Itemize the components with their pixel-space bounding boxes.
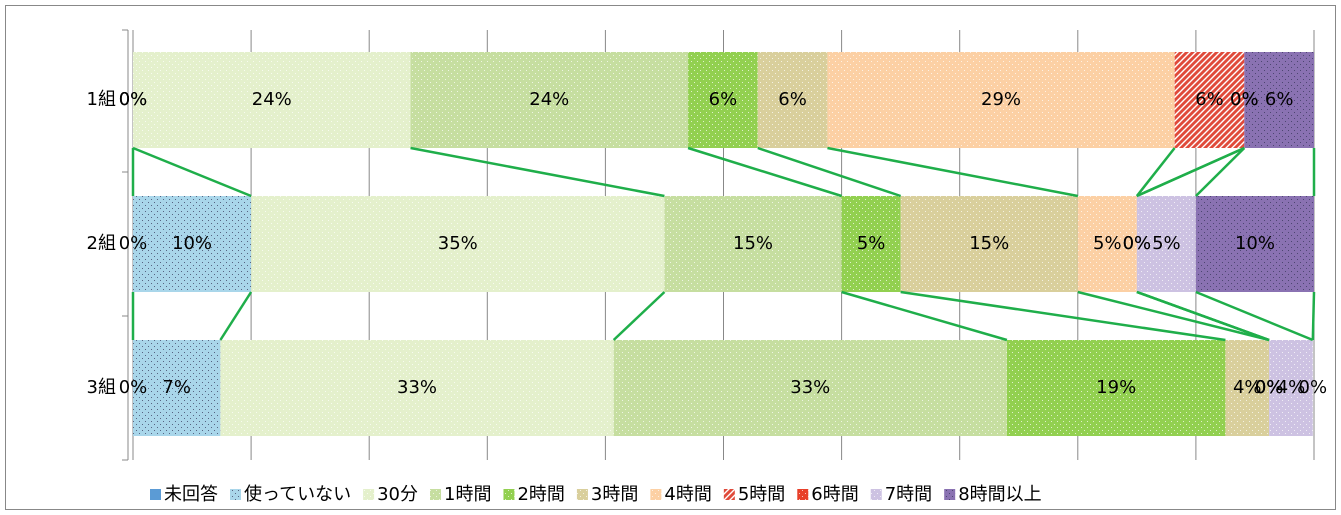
legend-label: 4時間 — [664, 484, 711, 505]
data-label: 0% — [1230, 89, 1259, 110]
bar-segment — [1269, 340, 1313, 436]
bar-segment — [1195, 196, 1314, 292]
series-line — [1136, 146, 1245, 198]
data-label: 0% — [1230, 89, 1259, 110]
data-label: 0% — [1255, 377, 1284, 398]
legend-swatch — [650, 489, 662, 500]
series-line — [841, 290, 1008, 342]
series-line — [757, 146, 902, 198]
data-label: 6% — [1265, 89, 1294, 110]
data-label: 29% — [981, 89, 1021, 110]
data-label: 0% — [119, 89, 148, 110]
legend-label: 使っていない — [244, 484, 351, 505]
data-label: 0% — [1299, 377, 1328, 398]
data-label: 0% — [1255, 377, 1284, 398]
data-label: 5% — [857, 233, 886, 254]
legend-swatch — [503, 489, 515, 500]
series-line — [1195, 147, 1246, 197]
data-label: 7% — [162, 377, 191, 398]
legend-label: 未回答 — [164, 484, 218, 505]
data-label: 19% — [1096, 377, 1136, 398]
y-tick-label: 2組 — [87, 233, 116, 254]
series-line — [1311, 291, 1316, 341]
legend-label: 6時間 — [811, 484, 858, 505]
data-label: 10% — [172, 233, 212, 254]
bar-segment — [664, 196, 842, 292]
bar-segment — [827, 52, 1175, 148]
data-label: 0% — [1255, 377, 1284, 398]
bar-segment — [841, 196, 901, 292]
legend-swatch — [150, 489, 161, 500]
data-label: 4% — [1233, 377, 1262, 398]
bar-segment — [757, 52, 828, 148]
data-label: 0% — [1123, 233, 1152, 254]
bar-segment — [133, 340, 221, 436]
legend-swatch — [430, 489, 442, 500]
series-line — [1135, 147, 1176, 197]
legend-swatch — [723, 489, 735, 500]
data-label: 0% — [1123, 233, 1152, 254]
data-label: 15% — [969, 233, 1009, 254]
legend-label: 3時間 — [591, 484, 638, 505]
data-label: 15% — [733, 233, 773, 254]
y-tick-label: 1組 — [87, 89, 116, 110]
bar-segment — [1136, 196, 1196, 292]
series-line — [612, 291, 666, 341]
legend-swatch — [797, 489, 809, 500]
series-line — [827, 146, 1079, 198]
data-label: 24% — [529, 89, 569, 110]
legend-label: 7時間 — [885, 484, 932, 505]
y-tick-label: 3組 — [87, 377, 116, 398]
data-label: 0% — [119, 233, 148, 254]
series-line — [1136, 290, 1270, 342]
legend-label: 8時間以上 — [958, 484, 1041, 505]
legend-swatch — [576, 489, 588, 500]
series-line — [1195, 290, 1314, 342]
bar-segment — [613, 340, 1007, 436]
series-line — [132, 146, 252, 198]
data-label: 5% — [1093, 233, 1122, 254]
bar-segment — [1244, 52, 1314, 148]
legend-label: 30分 — [377, 484, 418, 505]
series-line — [687, 146, 842, 198]
data-label: 10% — [1235, 233, 1275, 254]
data-label: 35% — [438, 233, 478, 254]
data-label: 6% — [1195, 89, 1224, 110]
legend-swatch — [363, 489, 375, 500]
legend-swatch — [870, 489, 882, 500]
data-label: 4% — [1277, 377, 1306, 398]
series-line — [410, 146, 665, 198]
bar-segment — [251, 196, 665, 292]
data-label: 0% — [119, 89, 148, 110]
legend-swatch — [230, 489, 241, 500]
legend-label: 1時間 — [444, 484, 491, 505]
bar-segment — [220, 340, 614, 436]
bar-segment — [1077, 196, 1137, 292]
data-label: 5% — [1152, 233, 1181, 254]
bar-segment — [688, 52, 758, 148]
bar-segment — [133, 196, 252, 292]
bar-segment — [133, 52, 411, 148]
legend-swatch — [944, 489, 956, 500]
bar-segment — [1006, 340, 1226, 436]
series-line — [900, 290, 1226, 342]
bar-segment — [410, 52, 689, 148]
legend-label: 5時間 — [738, 484, 785, 505]
series-line — [1077, 290, 1270, 342]
bar-segment — [1174, 52, 1245, 148]
data-label: 6% — [709, 89, 738, 110]
series-line — [219, 291, 253, 341]
bar-segment — [900, 196, 1078, 292]
data-label: 33% — [397, 377, 437, 398]
data-label: 24% — [252, 89, 292, 110]
data-label: 0% — [119, 377, 148, 398]
legend-label: 2時間 — [517, 484, 564, 505]
bar-segment — [1225, 340, 1270, 436]
data-label: 6% — [778, 89, 807, 110]
data-label: 33% — [790, 377, 830, 398]
